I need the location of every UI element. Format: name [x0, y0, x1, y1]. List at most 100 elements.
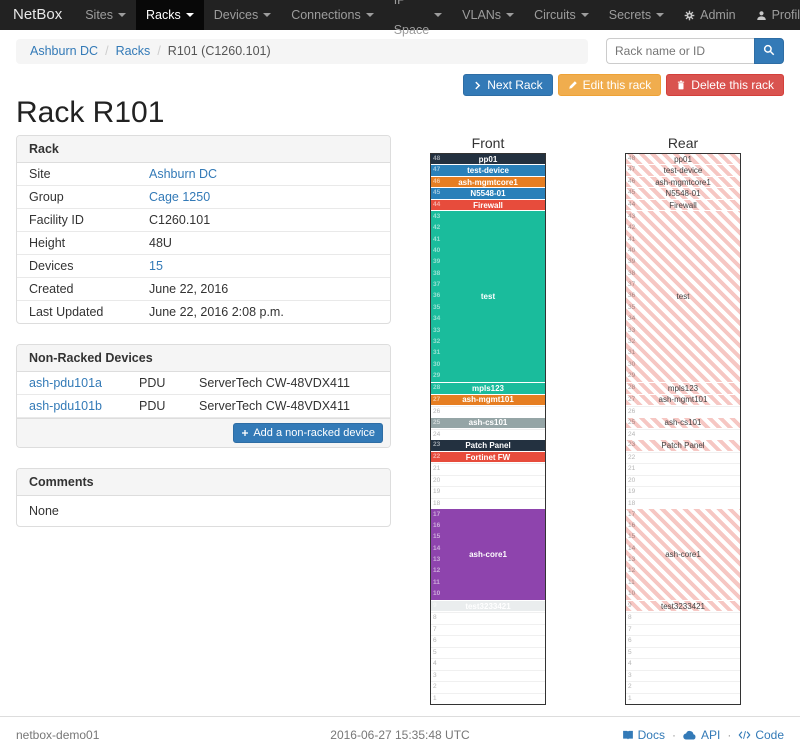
search-input[interactable]: [606, 38, 754, 64]
unit-number: 18: [433, 499, 441, 507]
device-test3233421[interactable]: 9 test3233421: [626, 600, 740, 613]
footer-link-docs[interactable]: Docs: [622, 728, 665, 742]
device-mpls123[interactable]: 28 mpls123: [431, 383, 545, 395]
rack-elevations: Front 1234567891011121314151617181920212…: [430, 135, 741, 705]
breadcrumb-row: Ashburn DC / Racks / R101 (C1260.101): [16, 38, 784, 64]
device-unit-numbers: 46: [628, 177, 636, 185]
device-pp01[interactable]: 48 pp01: [431, 154, 545, 166]
unit-number: 26: [433, 408, 441, 416]
rack-panel-heading: Rack: [17, 136, 390, 163]
unit-number: 5: [628, 648, 632, 656]
unit-number: 19: [628, 488, 636, 496]
device-patch-panel[interactable]: 23 Patch Panel: [431, 440, 545, 452]
nav-item-sites[interactable]: Sites: [75, 0, 136, 30]
cloud-icon: [683, 730, 697, 740]
nav-item-connections[interactable]: Connections: [281, 0, 384, 30]
device-unit-numbers: 43 42 41 40 39 38 37 36 35 34 33 32 31 30 29: [628, 212, 636, 380]
next-rack-button[interactable]: Next Rack: [463, 74, 553, 96]
device-fortinet-fw[interactable]: 22 Fortinet FW: [431, 451, 545, 464]
search-button[interactable]: [754, 38, 784, 64]
nav-item-label: Secrets: [608, 8, 652, 22]
footer-link-label: Docs: [637, 728, 665, 742]
search-icon: [763, 44, 775, 59]
rack-unit-21: 21: [431, 463, 545, 474]
rack-unit-7: 7: [431, 623, 545, 635]
device-ash-mgmt101[interactable]: 27 ash-mgmt101: [431, 394, 545, 407]
attr-value[interactable]: 15: [149, 259, 163, 273]
device-firewall[interactable]: 44 Firewall: [626, 199, 740, 212]
attr-value[interactable]: Ashburn DC: [149, 167, 218, 181]
comments-panel: Comments None: [16, 468, 391, 527]
device-ash-core1[interactable]: 17 16 15 14 13 12 11 10 ash-core1: [431, 509, 545, 601]
nav-item-admin[interactable]: Admin: [674, 0, 745, 30]
device-unit-numbers: 25: [433, 418, 441, 426]
server-time: 2016-06-27 15:35:48 UTC: [330, 728, 470, 742]
device-ash-mgmtcore1[interactable]: 46 ash-mgmtcore1: [626, 176, 740, 189]
device-label: ash-core1: [469, 550, 507, 560]
device-ash-mgmtcore1[interactable]: 46 ash-mgmtcore1: [431, 176, 545, 189]
attr-label: Created: [29, 282, 74, 296]
device-ash-core1[interactable]: 17 16 15 14 13 12 11 10 ash-core1: [626, 509, 740, 601]
device-type: ServerTech CW-48VDX411: [199, 399, 350, 413]
rack-unit-7: 7: [626, 623, 740, 635]
nav-item-label: Admin: [700, 8, 736, 22]
delete-rack-button[interactable]: Delete this rack: [666, 74, 784, 96]
nav-item-vlans[interactable]: VLANs: [452, 0, 524, 30]
device-patch-panel[interactable]: 23 Patch Panel: [626, 440, 740, 452]
nav-item-secrets[interactable]: Secrets: [599, 0, 674, 30]
footer-link-code[interactable]: Code: [738, 728, 784, 742]
device-type: ServerTech CW-48VDX411: [199, 376, 350, 390]
nav-item-circuits[interactable]: Circuits: [524, 0, 599, 30]
device-link[interactable]: ash-pdu101a: [29, 376, 102, 390]
footer-link-api[interactable]: API: [683, 728, 720, 742]
comments-body: None: [29, 504, 59, 518]
device-n5548-01[interactable]: 45 N5548-01: [626, 188, 740, 200]
code-icon: [738, 730, 751, 740]
front-elevation: Front 1234567891011121314151617181920212…: [430, 135, 546, 705]
nav-item-racks[interactable]: Racks: [136, 0, 204, 30]
unit-number: 1: [628, 694, 632, 702]
book-icon: [622, 729, 634, 741]
device-ash-cs101[interactable]: 25 ash-cs101: [626, 417, 740, 429]
nav-item-ip-space[interactable]: IP Space: [384, 0, 452, 37]
breadcrumb-item-ashburn-dc[interactable]: Ashburn DC: [30, 44, 99, 58]
edit-rack-button[interactable]: Edit this rack: [557, 74, 662, 96]
breadcrumb-item-r101-c1260-101-: R101 (C1260.101): [167, 44, 271, 58]
device-ash-mgmt101[interactable]: 27 ash-mgmt101: [626, 394, 740, 407]
device-test3233421[interactable]: 9 test3233421: [431, 600, 545, 613]
device-label: ash-mgmtcore1: [655, 177, 711, 187]
next-rack-label: Next Rack: [487, 78, 543, 92]
device-unit-numbers: 17 16 15 14 13 12 11 10: [628, 510, 636, 597]
add-non-racked-device-button[interactable]: Add a non-racked device: [233, 423, 383, 443]
device-pp01[interactable]: 48 pp01: [626, 154, 740, 166]
device-test[interactable]: 43 42 41 40 39 38 37 36 35 34 33 32 31 30 29 test: [431, 211, 545, 384]
rack-unit-22: 22: [626, 451, 740, 463]
nav-item-profile[interactable]: Profile: [746, 0, 800, 30]
chevron-down-icon: [580, 13, 589, 17]
device-label: ash-mgmt101: [462, 395, 514, 405]
trash-icon: [676, 80, 686, 90]
device-link[interactable]: ash-pdu101b: [29, 399, 102, 413]
rear-elevation: Rear 12345678910111213141516171819202122…: [625, 135, 741, 705]
brand-link[interactable]: NetBox: [13, 6, 63, 23]
device-test[interactable]: 43 42 41 40 39 38 37 36 35 34 33 32 31 30 29 test: [626, 211, 740, 384]
attr-label: Devices: [29, 259, 74, 273]
left-column: Rack Site Ashburn DC Group Cage 1250 Facilit…: [16, 135, 391, 547]
page-content: Ashburn DC / Racks / R101 (C1260.101) Next R…: [0, 30, 800, 706]
device-firewall[interactable]: 44 Firewall: [431, 199, 545, 212]
unit-number: 5: [433, 648, 437, 656]
device-ash-cs101[interactable]: 25 ash-cs101: [431, 417, 545, 429]
device-n5548-01[interactable]: 45 N5548-01: [431, 188, 545, 200]
front-rack: 1234567891011121314151617181920212223242…: [430, 153, 546, 705]
rack-unit-2: 2: [431, 681, 545, 692]
nav-item-devices[interactable]: Devices: [204, 0, 281, 30]
breadcrumb-item-racks[interactable]: Racks: [115, 44, 151, 58]
device-test-device[interactable]: 47 test-device: [431, 165, 545, 177]
attr-value[interactable]: Cage 1250: [149, 190, 211, 204]
non-racked-panel-heading: Non-Racked Devices: [17, 345, 390, 372]
breadcrumb-separator: /: [157, 44, 161, 58]
non-racked-devices-table: ash-pdu101a PDU ServerTech CW-48VDX411 ash-…: [17, 372, 390, 418]
nav-item-label: Connections: [291, 8, 361, 22]
device-mpls123[interactable]: 28 mpls123: [626, 383, 740, 395]
device-test-device[interactable]: 47 test-device: [626, 165, 740, 177]
